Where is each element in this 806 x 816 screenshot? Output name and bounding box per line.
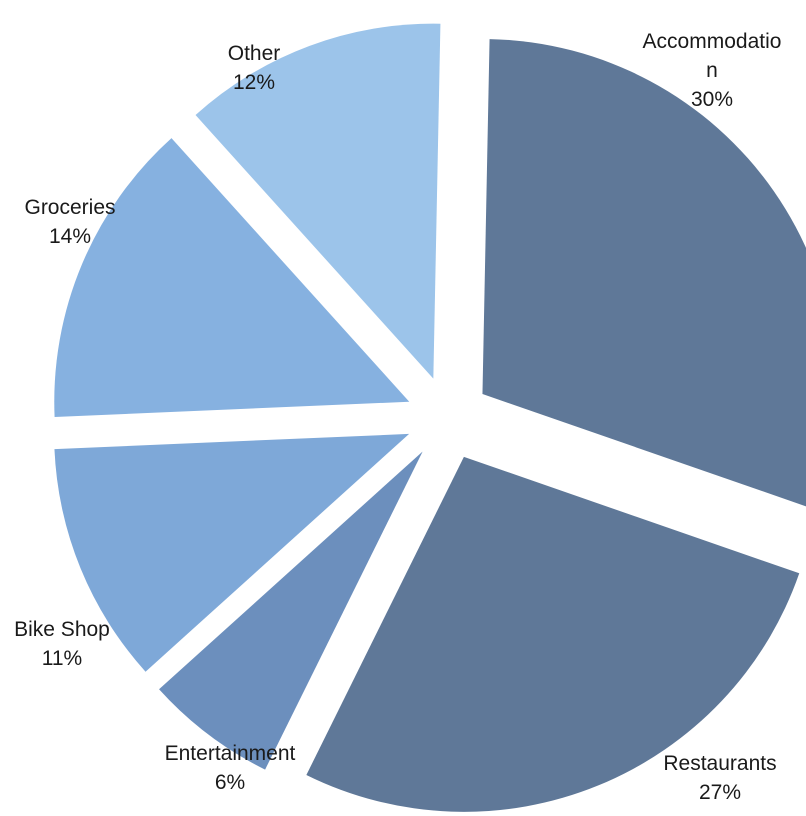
pie-slice-other [195, 23, 441, 379]
slice-label-accommodation: Accommodatio n 30% [643, 30, 782, 111]
pie-slice-accommodation [482, 39, 806, 507]
slice-label-restaurants: Restaurants 27% [663, 752, 776, 804]
pie-slice-groceries [54, 138, 410, 417]
slice-label-groceries: Groceries 14% [24, 196, 115, 248]
pie-slice-bike-shop [54, 433, 410, 672]
pie-slice-entertainment [159, 451, 423, 770]
slice-label-bike-shop: Bike Shop 11% [14, 618, 110, 670]
slice-label-entertainment: Entertainment 6% [165, 742, 296, 794]
pie-slice-restaurants [306, 456, 800, 812]
slice-label-other: Other 12% [228, 42, 281, 94]
